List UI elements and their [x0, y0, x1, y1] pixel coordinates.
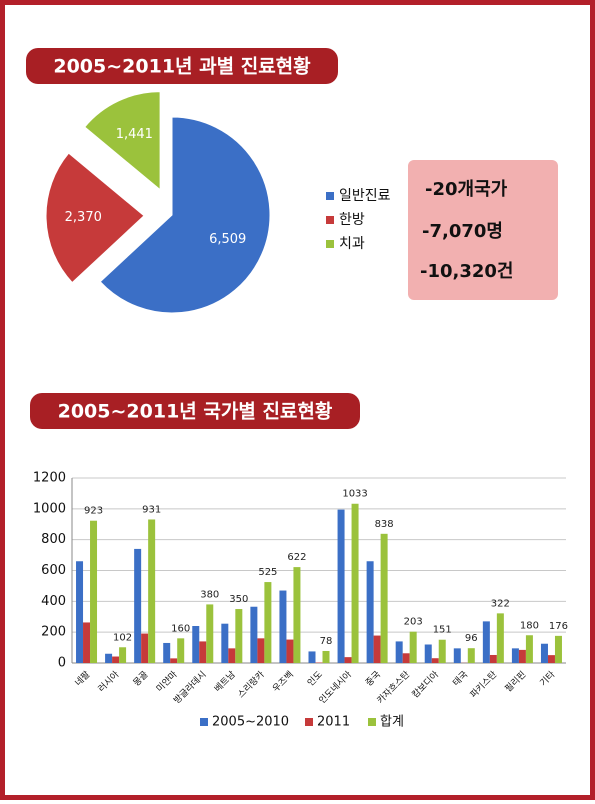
legend-label: 2011 [317, 715, 350, 730]
summary-line: -20개국가 [425, 179, 508, 200]
legend-swatch [305, 718, 313, 726]
bar [177, 638, 184, 663]
legend-label: 일반진료 [339, 188, 391, 204]
slice-label: 1,441 [116, 127, 153, 142]
bar [112, 657, 119, 663]
bar [555, 636, 562, 663]
bar [134, 549, 141, 663]
bar [163, 643, 170, 663]
data-label: 102 [113, 632, 132, 643]
legend-swatch [368, 718, 376, 726]
legend-label: 치과 [339, 236, 365, 252]
bar [170, 658, 177, 663]
data-label: 350 [229, 594, 248, 605]
bar [541, 644, 548, 663]
slice-label: 6,509 [209, 232, 246, 247]
bar [381, 534, 388, 663]
bar [410, 632, 417, 663]
slice-label: 2,370 [65, 210, 102, 225]
bar [309, 651, 316, 663]
summary-line: -10,320건 [420, 261, 514, 282]
legend-swatch [326, 240, 334, 248]
bar [105, 654, 112, 663]
bar [293, 567, 300, 663]
bar [512, 648, 519, 663]
bar [374, 636, 381, 663]
bar [83, 622, 90, 663]
bar [90, 521, 97, 663]
bar [250, 607, 257, 663]
legend-swatch [326, 216, 334, 224]
bar [257, 638, 264, 663]
data-label: 160 [171, 623, 190, 634]
legend-label: 합계 [380, 715, 404, 730]
bar [367, 561, 374, 663]
bar [264, 582, 271, 663]
data-label: 931 [142, 504, 161, 515]
data-label: 78 [320, 636, 333, 647]
data-label: 838 [375, 519, 394, 530]
data-label: 1033 [342, 489, 367, 500]
bar [199, 641, 206, 663]
data-label: 380 [200, 589, 219, 600]
bar [345, 657, 352, 663]
y-tick-label: 600 [41, 563, 66, 578]
data-label: 322 [491, 598, 510, 609]
y-tick-label: 0 [58, 656, 66, 671]
bar [279, 591, 286, 663]
bar [468, 648, 475, 663]
bar [141, 634, 148, 663]
summary-line: -7,070명 [422, 221, 503, 242]
bar [454, 648, 461, 663]
chart-title: 2005~2011년 국가별 진료현황 [58, 400, 333, 423]
bar [425, 645, 432, 664]
y-tick-label: 800 [41, 532, 66, 547]
bar [483, 621, 490, 663]
bar [526, 635, 533, 663]
data-label: 923 [84, 506, 103, 517]
bar [338, 510, 345, 663]
chart-title: 2005~2011년 과별 진료현황 [53, 55, 311, 78]
legend-swatch [326, 192, 334, 200]
data-label: 96 [465, 633, 478, 644]
bar [396, 641, 403, 663]
bar [228, 648, 235, 663]
data-label: 176 [549, 621, 568, 632]
bar [221, 624, 228, 663]
legend-label: 2005~2010 [212, 715, 289, 730]
bar [519, 650, 526, 663]
bar [490, 655, 497, 663]
bar [439, 640, 446, 663]
bar [497, 613, 504, 663]
bar [286, 640, 293, 663]
bar [432, 658, 439, 663]
data-label: 151 [433, 625, 452, 636]
y-tick-label: 1000 [33, 501, 66, 516]
bar [76, 561, 83, 663]
y-tick-label: 200 [41, 625, 66, 640]
data-label: 622 [287, 552, 306, 563]
bar [192, 626, 199, 663]
bar [403, 653, 410, 663]
bar [352, 504, 359, 663]
bar [119, 647, 126, 663]
legend-label: 한방 [339, 212, 365, 228]
bar [206, 604, 213, 663]
bar [323, 651, 330, 663]
data-label: 203 [404, 617, 423, 628]
legend-swatch [200, 718, 208, 726]
y-tick-label: 1200 [33, 471, 66, 486]
data-label: 180 [520, 620, 539, 631]
y-tick-label: 400 [41, 594, 66, 609]
bar [235, 609, 242, 663]
bar [548, 655, 555, 663]
data-label: 525 [258, 567, 277, 578]
bar [148, 519, 155, 663]
